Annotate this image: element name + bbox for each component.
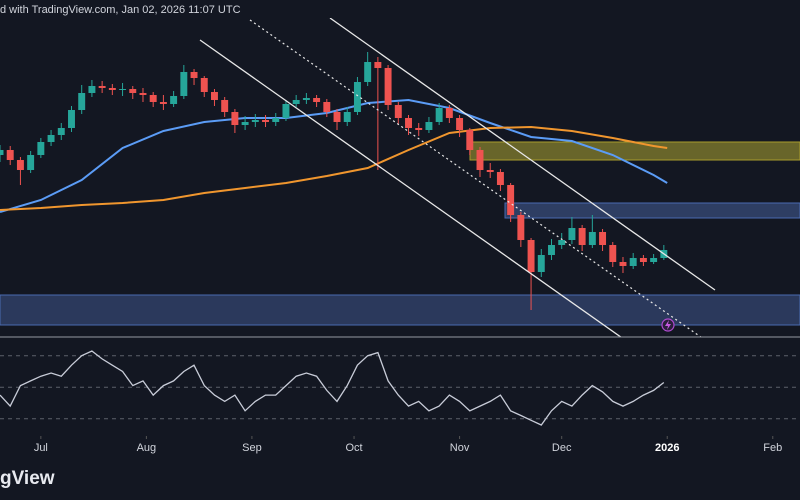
candle-body xyxy=(445,108,453,118)
channel xyxy=(199,18,716,337)
candle-body xyxy=(650,258,658,262)
header: d with TradingView.com, Jan 02, 2026 11:… xyxy=(0,4,241,16)
candle-body xyxy=(6,150,14,160)
x-tick-label: 2026 xyxy=(655,442,679,454)
candle-body xyxy=(292,100,300,104)
candle-body xyxy=(394,105,402,118)
candle-body xyxy=(200,78,208,92)
candle-body xyxy=(435,108,443,122)
candle-body xyxy=(374,62,382,68)
candle-body xyxy=(384,68,392,105)
candle-body xyxy=(609,245,617,262)
candle-body xyxy=(149,95,157,102)
candle-body xyxy=(619,262,627,266)
candle-body xyxy=(108,88,116,90)
candle-body xyxy=(0,150,4,155)
candle-body xyxy=(57,128,65,135)
candle-body xyxy=(476,150,484,170)
candle-body xyxy=(129,89,137,93)
candle-body xyxy=(68,110,75,128)
event-icon-bolt xyxy=(665,320,671,330)
candle-body xyxy=(210,92,218,100)
candle-body xyxy=(578,228,586,245)
supply-zone xyxy=(469,141,800,161)
moving-average xyxy=(0,125,668,211)
x-axis: Jul Aug Sep Oct Nov Dec 2026 Feb xyxy=(34,436,782,454)
candle-body xyxy=(568,228,576,240)
support-zone xyxy=(0,294,800,326)
candle-body xyxy=(241,122,249,125)
candle-body xyxy=(517,215,525,240)
candle-body xyxy=(37,142,45,155)
candle-body xyxy=(98,86,106,88)
resistance-zone xyxy=(504,202,800,219)
candle-body xyxy=(313,98,321,102)
candle-body xyxy=(599,232,607,245)
candle-body xyxy=(302,98,310,100)
candle-body xyxy=(558,240,566,245)
rsi-line xyxy=(0,350,665,426)
logo: gView xyxy=(0,468,55,489)
candle-body xyxy=(251,120,259,122)
x-tick-label: Jul xyxy=(34,442,48,454)
candle-body xyxy=(88,86,96,93)
x-tick-label: Aug xyxy=(137,442,157,454)
candle-body xyxy=(496,172,504,185)
candle-body xyxy=(466,130,474,150)
candle-body xyxy=(456,118,464,130)
price-pane xyxy=(0,52,668,310)
candle-body xyxy=(221,100,229,112)
rsi-pane xyxy=(0,350,800,426)
candle-body xyxy=(180,72,188,96)
x-tick-label: Dec xyxy=(552,442,572,454)
candle-body xyxy=(364,62,372,82)
candle-body xyxy=(170,96,178,104)
candle-body xyxy=(425,122,433,130)
x-tick-label: Feb xyxy=(763,442,782,454)
candle-body xyxy=(333,112,341,122)
x-tick-label: Oct xyxy=(345,442,362,454)
candle-body xyxy=(588,232,596,245)
candle-body xyxy=(231,112,239,125)
channel-lower xyxy=(199,39,622,337)
candle-body xyxy=(507,185,515,215)
candle-body xyxy=(486,170,494,172)
x-tick-label: Sep xyxy=(242,442,262,454)
candle-body xyxy=(16,160,24,170)
candle-body xyxy=(190,72,198,78)
candle-body xyxy=(139,93,147,95)
candle-body xyxy=(323,102,331,112)
candle-body xyxy=(639,258,647,262)
candle-body xyxy=(343,112,351,122)
candle-body xyxy=(262,120,270,122)
candle-body xyxy=(537,255,545,272)
footer xyxy=(0,458,800,500)
candle-body xyxy=(548,245,555,255)
candle-body xyxy=(78,93,86,110)
candle-body xyxy=(119,89,127,90)
candle-body xyxy=(282,104,290,118)
channel-upper xyxy=(329,18,716,291)
candle-body xyxy=(353,82,361,112)
candle-body xyxy=(527,240,535,272)
candle-body xyxy=(159,102,167,104)
candle-body xyxy=(629,258,637,266)
candle-body xyxy=(47,135,55,142)
candle-body xyxy=(415,128,423,130)
candle-body xyxy=(405,118,412,128)
x-tick-label: Nov xyxy=(450,442,470,454)
candle-body xyxy=(27,155,35,170)
candle-body xyxy=(272,118,280,122)
